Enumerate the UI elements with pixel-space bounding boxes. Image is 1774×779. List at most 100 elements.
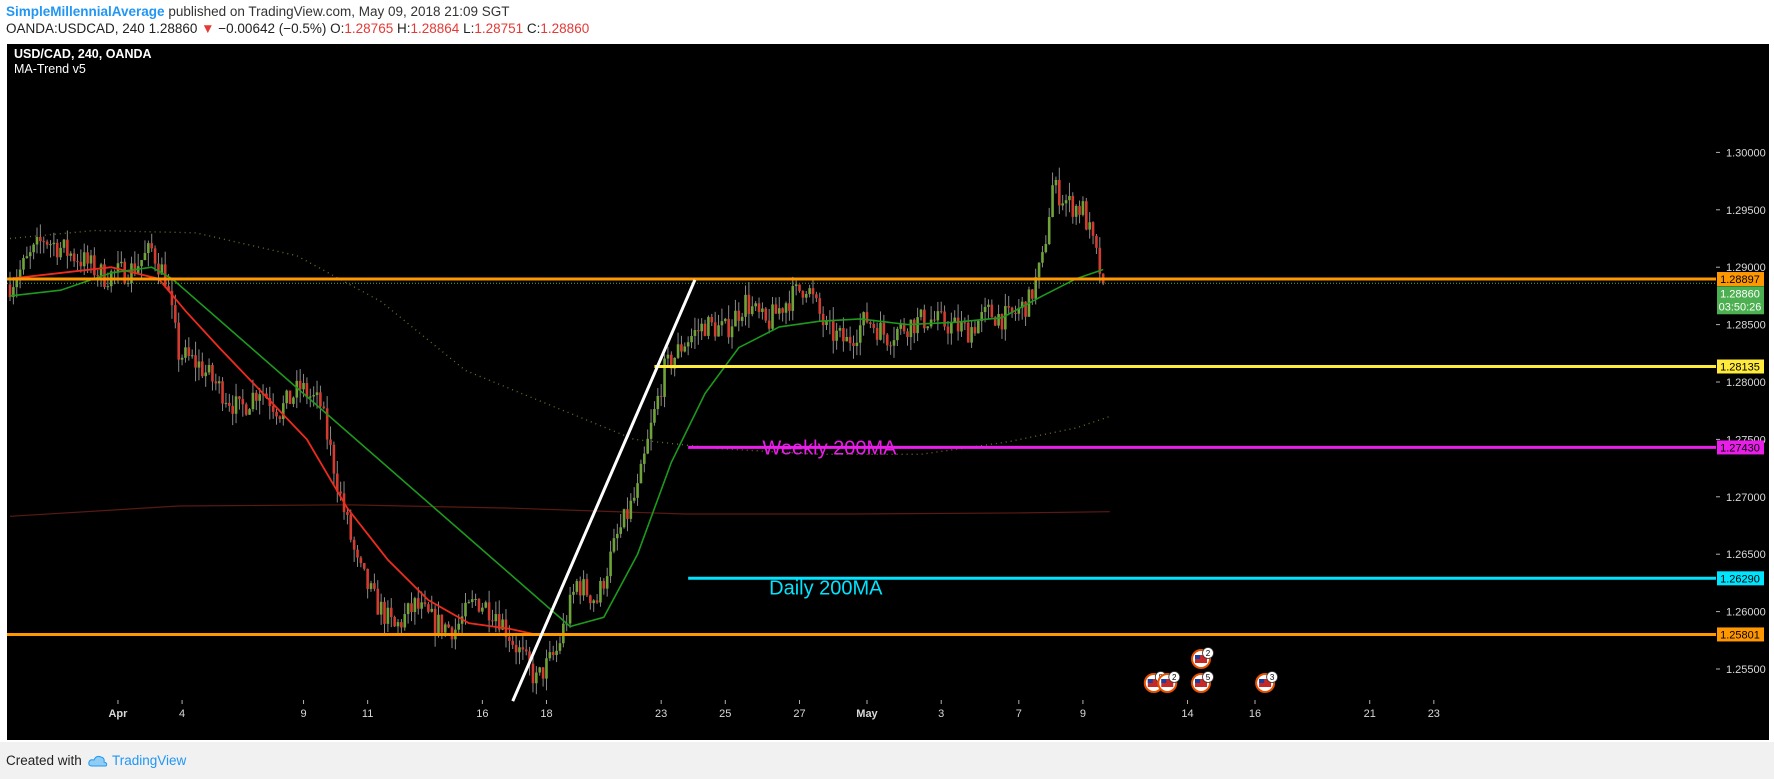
- candle[interactable]: [437, 601, 440, 638]
- candle[interactable]: [511, 634, 515, 650]
- candle[interactable]: [427, 602, 430, 614]
- candle[interactable]: [433, 605, 437, 647]
- candle[interactable]: [69, 251, 73, 262]
- candle[interactable]: [791, 276, 795, 321]
- candle[interactable]: [788, 290, 791, 321]
- candle[interactable]: [666, 346, 670, 368]
- candle[interactable]: [885, 333, 889, 351]
- candle[interactable]: [734, 299, 737, 327]
- candle[interactable]: [926, 325, 930, 331]
- candle[interactable]: [609, 540, 612, 583]
- candle[interactable]: [912, 318, 916, 344]
- candle[interactable]: [646, 429, 649, 455]
- candle[interactable]: [187, 337, 191, 361]
- candle[interactable]: [271, 393, 275, 419]
- candle[interactable]: [1071, 192, 1075, 224]
- candle[interactable]: [170, 279, 174, 319]
- candle[interactable]: [1081, 196, 1085, 217]
- candle[interactable]: [1068, 182, 1071, 213]
- candle[interactable]: [683, 342, 687, 353]
- candle[interactable]: [211, 362, 214, 391]
- candle[interactable]: [815, 291, 818, 303]
- tradingview-link[interactable]: TradingView: [88, 753, 186, 768]
- candle[interactable]: [474, 593, 477, 606]
- candle[interactable]: [184, 339, 187, 363]
- candle[interactable]: [599, 577, 602, 607]
- candle[interactable]: [632, 487, 636, 504]
- candle[interactable]: [1095, 233, 1098, 255]
- candle[interactable]: [848, 326, 852, 351]
- candle[interactable]: [1064, 194, 1068, 217]
- candle[interactable]: [761, 302, 764, 320]
- candle[interactable]: [42, 236, 46, 254]
- candle[interactable]: [622, 508, 626, 529]
- candle[interactable]: [670, 351, 673, 375]
- candle[interactable]: [484, 600, 488, 609]
- candle[interactable]: [352, 536, 356, 563]
- candle[interactable]: [798, 284, 801, 293]
- candle[interactable]: [59, 242, 62, 260]
- candle[interactable]: [356, 544, 359, 567]
- candle[interactable]: [231, 395, 234, 426]
- candle[interactable]: [639, 459, 643, 484]
- candle[interactable]: [12, 277, 15, 305]
- candle[interactable]: [201, 352, 204, 379]
- candle[interactable]: [413, 596, 417, 625]
- candle[interactable]: [423, 590, 427, 607]
- candle[interactable]: [1004, 293, 1007, 341]
- candle[interactable]: [723, 317, 727, 324]
- candle[interactable]: [541, 667, 545, 687]
- candle[interactable]: [518, 640, 521, 665]
- candle[interactable]: [896, 326, 899, 346]
- candle[interactable]: [55, 239, 59, 266]
- candle[interactable]: [757, 297, 761, 319]
- candle[interactable]: [531, 651, 535, 693]
- candle[interactable]: [349, 509, 353, 543]
- candle[interactable]: [852, 335, 855, 359]
- candle[interactable]: [32, 242, 35, 260]
- candle[interactable]: [62, 238, 66, 253]
- candle[interactable]: [383, 597, 386, 634]
- candle[interactable]: [143, 240, 147, 261]
- candle[interactable]: [643, 446, 646, 473]
- candle[interactable]: [626, 497, 629, 532]
- candle[interactable]: [79, 249, 83, 273]
- candle[interactable]: [45, 239, 49, 249]
- candle[interactable]: [464, 592, 467, 625]
- candle[interactable]: [1041, 246, 1044, 268]
- candle[interactable]: [1054, 176, 1058, 194]
- candle[interactable]: [22, 254, 25, 275]
- candle[interactable]: [899, 319, 903, 335]
- candle[interactable]: [278, 415, 282, 423]
- candle[interactable]: [470, 590, 474, 608]
- candle[interactable]: [508, 625, 511, 653]
- candle[interactable]: [393, 615, 396, 627]
- level-annotation-text[interactable]: Daily 200MA: [769, 577, 883, 599]
- candle[interactable]: [467, 599, 471, 604]
- candle[interactable]: [902, 317, 906, 335]
- candle[interactable]: [545, 649, 548, 691]
- candle[interactable]: [197, 349, 201, 381]
- candle[interactable]: [575, 578, 579, 595]
- candle[interactable]: [329, 426, 332, 456]
- candle[interactable]: [8, 271, 12, 302]
- candle[interactable]: [659, 384, 663, 406]
- candle[interactable]: [936, 301, 940, 331]
- candle[interactable]: [369, 580, 373, 592]
- candle[interactable]: [335, 460, 339, 503]
- candle[interactable]: [771, 296, 774, 331]
- author-link[interactable]: SimpleMillennialAverage: [6, 4, 165, 19]
- candle[interactable]: [447, 621, 450, 629]
- candle[interactable]: [133, 251, 137, 277]
- candle[interactable]: [86, 245, 89, 274]
- candle[interactable]: [663, 354, 666, 408]
- candle[interactable]: [1014, 305, 1017, 321]
- candle[interactable]: [204, 364, 207, 387]
- candle[interactable]: [767, 308, 771, 334]
- candle[interactable]: [680, 335, 683, 358]
- candle[interactable]: [174, 294, 177, 329]
- candle[interactable]: [207, 358, 211, 376]
- candle[interactable]: [973, 320, 977, 336]
- candle[interactable]: [76, 253, 79, 271]
- candle[interactable]: [1078, 200, 1081, 224]
